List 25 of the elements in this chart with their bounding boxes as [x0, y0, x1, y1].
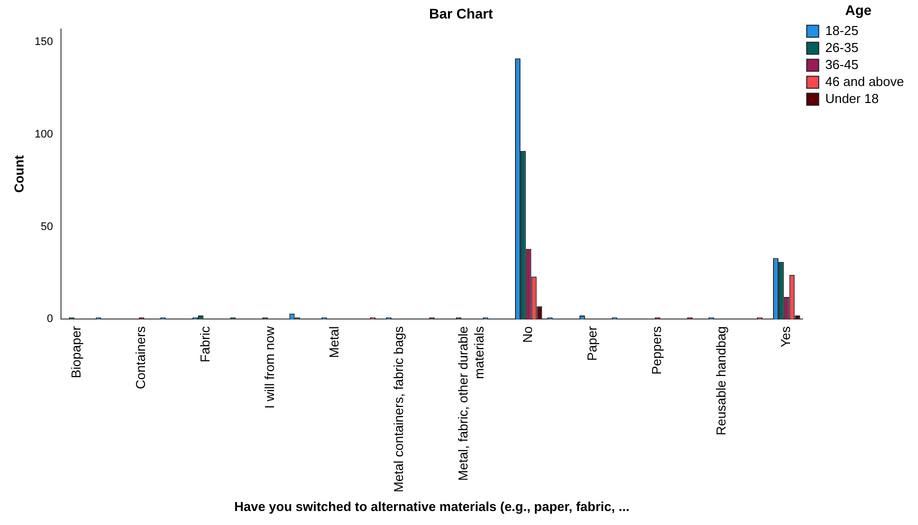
x-tick-label: Reusable handbag	[714, 326, 729, 436]
x-tick-label: Peppers	[649, 326, 664, 375]
x-tick-label: I will from now	[262, 326, 278, 409]
x-tick-label: No	[520, 326, 536, 343]
x-tick-label: Yes	[778, 326, 794, 348]
x-tick-label: Metal, fabric, other durable materials	[456, 326, 486, 481]
y-tick-label: 150	[34, 36, 53, 48]
legend-title: Age	[845, 2, 872, 18]
legend-label: 36-45	[825, 56, 858, 72]
y-tick-label: 50	[40, 220, 53, 233]
legend-label: 26-35	[825, 40, 858, 55]
chart-title: Bar Chart	[429, 5, 494, 22]
x-tick-label: Metal	[326, 326, 342, 358]
legend-label: 18-25	[825, 22, 858, 38]
legend-label: 46 and above	[825, 74, 904, 89]
legend-label: Under 18	[825, 90, 879, 106]
x-tick-label: Biopaper	[68, 326, 84, 378]
x-tick-label: Fabric	[198, 326, 213, 362]
y-tick-label: 100	[34, 128, 53, 140]
y-axis-title: Count	[11, 154, 26, 193]
x-tick-label: Containers	[133, 326, 148, 390]
x-tick-label: Metal containers, fabric bags	[391, 326, 406, 492]
x-tick-label: Paper	[584, 326, 600, 361]
y-tick-label: 0	[46, 313, 53, 326]
x-axis-title: Have you switched to alternative materials (e.g., paper, fabric, ...	[234, 498, 630, 514]
